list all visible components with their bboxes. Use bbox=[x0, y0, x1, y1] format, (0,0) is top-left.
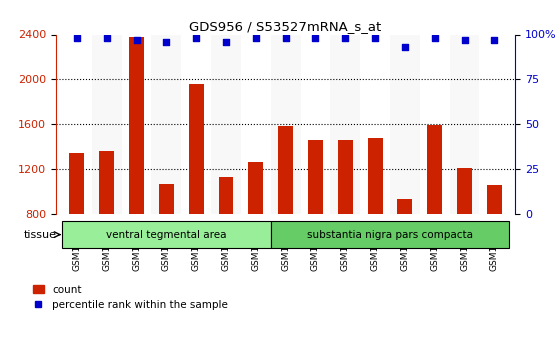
Bar bbox=[92, 34, 122, 214]
Bar bbox=[159, 184, 174, 214]
Bar bbox=[338, 140, 353, 214]
Point bbox=[340, 35, 349, 41]
Text: ventral tegmental area: ventral tegmental area bbox=[106, 230, 227, 239]
Bar bbox=[308, 140, 323, 214]
Bar bbox=[99, 151, 114, 214]
Bar bbox=[151, 34, 181, 214]
Bar bbox=[211, 34, 241, 214]
Bar bbox=[330, 34, 360, 214]
Point bbox=[460, 37, 469, 43]
Point bbox=[162, 39, 171, 45]
Bar bbox=[241, 34, 270, 214]
Point bbox=[400, 44, 409, 50]
Bar bbox=[122, 34, 151, 214]
Point bbox=[132, 37, 141, 43]
Bar bbox=[390, 34, 420, 214]
Text: tissue: tissue bbox=[24, 230, 57, 239]
Bar bbox=[62, 34, 92, 214]
Point bbox=[430, 35, 439, 41]
Point bbox=[222, 39, 231, 45]
Bar bbox=[360, 34, 390, 214]
Bar bbox=[487, 185, 502, 214]
Title: GDS956 / S53527mRNA_s_at: GDS956 / S53527mRNA_s_at bbox=[189, 20, 382, 33]
Bar bbox=[270, 34, 301, 214]
Bar bbox=[278, 126, 293, 214]
Point bbox=[311, 35, 320, 41]
Bar bbox=[457, 168, 472, 214]
Bar bbox=[69, 153, 85, 214]
Bar bbox=[450, 34, 479, 214]
Bar bbox=[420, 34, 450, 214]
Legend: count, percentile rank within the sample: count, percentile rank within the sample bbox=[33, 285, 228, 310]
Point bbox=[281, 35, 290, 41]
Point bbox=[490, 37, 499, 43]
Text: substantia nigra pars compacta: substantia nigra pars compacta bbox=[307, 230, 473, 239]
Bar bbox=[189, 84, 204, 214]
Bar bbox=[248, 162, 263, 214]
Bar bbox=[218, 177, 234, 214]
Bar bbox=[427, 125, 442, 214]
Point bbox=[192, 35, 200, 41]
Bar bbox=[367, 138, 382, 214]
Point bbox=[251, 35, 260, 41]
Bar bbox=[270, 221, 509, 248]
Point bbox=[102, 35, 111, 41]
Bar bbox=[129, 37, 144, 214]
Bar bbox=[62, 221, 270, 248]
Point bbox=[371, 35, 380, 41]
Bar bbox=[398, 199, 412, 214]
Bar bbox=[479, 34, 509, 214]
Bar bbox=[181, 34, 211, 214]
Bar bbox=[301, 34, 330, 214]
Point bbox=[72, 35, 81, 41]
